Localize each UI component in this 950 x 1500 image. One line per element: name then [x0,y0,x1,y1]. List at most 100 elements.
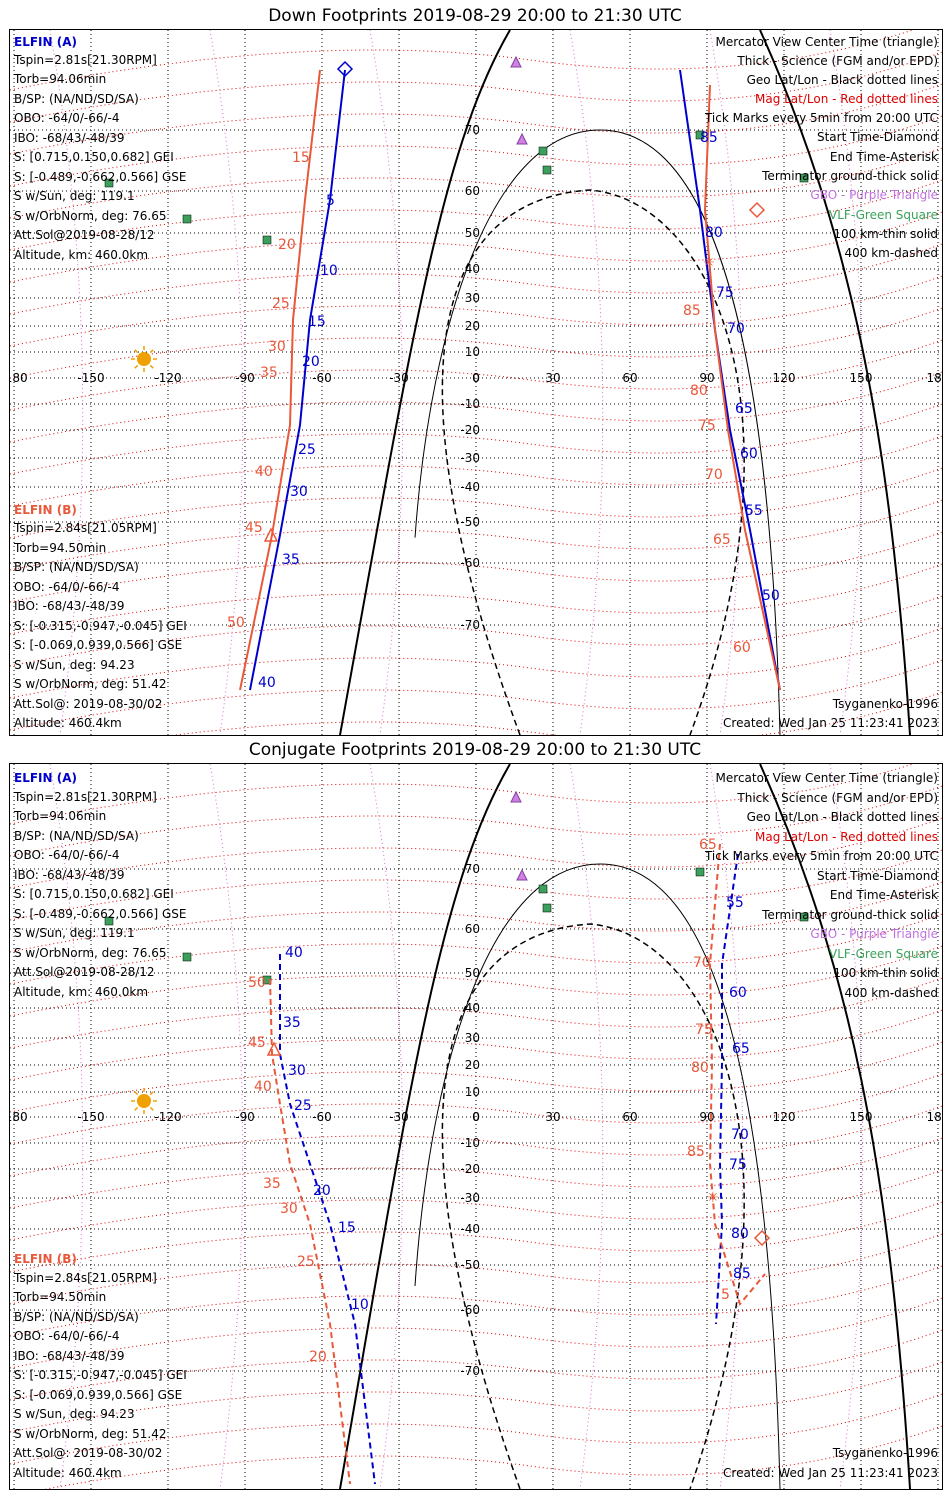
lat-label: -30 [460,1191,480,1205]
elfin-a-line: S: [0.715,0.150,0.682] GEI [14,887,174,901]
elfin-a-label: ELFIN (A) [14,771,77,785]
legend-400km: 400 km-dashed [844,986,938,1000]
legend-vlf: VLF-Green Square [829,208,938,222]
elfin-b-line: Torb=94.50min [14,541,107,555]
elfin-a-tick-label: 50 [762,588,780,604]
mag-meridian [49,30,84,735]
elfin-b-tick-label: 15 [292,150,310,166]
center-time-triangle-icon [266,1041,282,1056]
elfin-a-tick-label: 30 [288,1063,306,1079]
lon-label: 60 [622,371,637,385]
sun-ray [134,1091,139,1096]
elfin-a-track-west [279,954,376,1485]
mag-meridian [569,30,604,735]
vlf-square-icon [104,178,114,188]
vlf-square-icon [695,867,705,877]
elfin-b-line: S w/Sun, deg: 94.23 [14,1407,135,1421]
lat-label: 10 [465,345,480,359]
lat-label: 40 [465,1001,480,1015]
sun-ray [149,1091,154,1096]
terminator-east [759,764,911,1489]
elfin-b-line: S: [-0.069,0.939,0.566] GSE [14,1388,183,1402]
lon-label: 30 [545,1110,560,1124]
elfin-b-tick-label: 20 [309,1349,327,1365]
elfin-b-tick-label: 60 [733,640,751,656]
lat-label: -20 [460,1162,480,1176]
mag-meridian [209,30,244,735]
elfin-b-line: S: [-0.069,0.939,0.566] GSE [14,638,183,652]
lon-label: 0 [472,371,480,385]
elfin-a-tick-label: 60 [740,446,758,462]
elfin-a-tick-label: 85 [700,130,718,146]
lat-label: -50 [460,1258,480,1272]
legend-terminator: Terminator ground-thick solid [762,169,938,183]
elfin-b-tick-label: 20 [278,237,296,253]
elfin-a-tick-label: 35 [283,1015,301,1031]
lon-label: 90 [699,371,714,385]
created-label: Created: Wed Jan 25 11:23:41 2023 [723,1466,938,1480]
elfin-b-tick-label: 75 [695,1022,713,1038]
lon-label: 0 [472,1110,480,1124]
elfin-b-tick-label: 65 [713,532,731,548]
elfin-b-tick-label: 50 [248,975,266,991]
elfin-a-tick-label: 15 [338,1220,356,1236]
lat-label: 0 [472,371,480,385]
lat-label: 50 [465,226,480,240]
vlf-square-icon [538,146,548,156]
legend-mag: Mag Lat/Lon - Red dotted lines [754,830,938,844]
lat-label: -10 [460,397,480,411]
elfin-a-line: IBO: -68/43/-48/39 [14,131,125,145]
lat-label: 60 [465,922,480,936]
elfin-b-tick-label: 75 [698,418,716,434]
sun-ray [149,349,154,354]
lon-label: 120 [773,371,796,385]
elfin-a-tick-label: 10 [351,1297,369,1313]
mag-meridian [49,764,84,1489]
lat-label: 60 [465,184,480,198]
lon-label: -150 [77,1110,104,1124]
elfin-b-line: S w/OrbNorm, deg: 51.42 [14,1427,167,1441]
elfin-b-tick-label: 65 [699,837,717,853]
lat-label: -20 [460,423,480,437]
elfin-a-line: OBO: -64/0/-66/-4 [14,111,120,125]
start-diamond-icon [753,1229,771,1247]
vlf-square-icon [799,912,809,922]
elfin-b-tick-label: 80 [691,1060,709,1076]
created-label: Created: Wed Jan 25 11:23:41 2023 [723,716,938,730]
elfin-a-line: S: [0.715,0.150,0.682] GEI [14,150,174,164]
lon-label: 150 [850,1110,873,1124]
start-diamond-icon [748,201,766,219]
elfin-a-line: Att.Sol@2019-08-28/12 [14,228,155,242]
elfin-a-line: B/SP: (NA/ND/SD/SA) [14,92,139,106]
legend-thick: Thick - Science (FGM and/or EPD) [737,54,938,68]
elfin-a-tick-label: 40 [285,945,303,961]
elfin-b-line: Tspin=2.84s[21.05RPM] [14,1271,157,1285]
lat-label: 30 [465,1031,480,1045]
lon-label: 120 [773,1110,796,1124]
legend-100km: 100 km-thin solid [833,966,938,980]
lat-label: 20 [465,319,480,333]
conjugate-footprints-title: Conjugate Footprints 2019-08-29 20:00 to… [248,740,702,760]
vlf-square-icon [104,916,114,926]
elfin-a-tick-label: 40 [258,675,276,691]
down-footprints-panel: -180-150-120-90-60-300306090120150180706… [9,29,943,736]
elfin-b-track-east [708,843,766,1307]
elfin-a-tick-label: 20 [313,1183,331,1199]
legend-100km: 100 km-thin solid [833,227,938,241]
lat-label: -60 [460,1303,480,1317]
sun-ray [134,364,139,369]
elfin-a-tick-label: 10 [320,263,338,279]
end-asterisk-icon: ✳ [707,1190,719,1206]
elfin-b-tick-label: 50 [227,615,245,631]
elfin-b-line: Tspin=2.84s[21.05RPM] [14,521,157,535]
lat-label: 70 [465,862,480,876]
gbo-triangle-icon [510,790,522,803]
lon-label: -180 [10,371,28,385]
elfin-b-label: ELFIN (B) [14,1252,77,1266]
elfin-a-tick-label: 75 [716,285,734,301]
mag-meridian [209,764,244,1489]
mag-meridian [829,30,864,735]
legend-geo: Geo Lat/Lon - Black dotted lines [746,810,938,824]
lon-label: -150 [77,371,104,385]
conjugate-footprints-panel: -180 -150 -120 -90 -60 -30 0 30 60 90 120 150 180 70 6… [9,763,943,1490]
